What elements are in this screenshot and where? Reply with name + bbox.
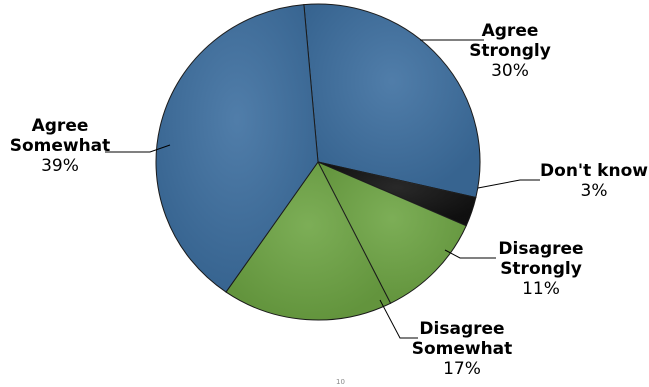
slice-label-name: Disagree	[419, 319, 504, 339]
leader-line	[105, 144, 171, 153]
slices-layer	[155, 3, 481, 321]
leader-line	[444, 249, 496, 259]
leader-line	[379, 299, 418, 339]
pie-slice-shading	[303, 3, 481, 198]
slice-label-name: Don't know	[540, 161, 648, 181]
slice-label-name: Somewhat	[412, 339, 513, 359]
pie-slice-shading	[318, 162, 467, 304]
slice-label: Agree Strongly 30%	[469, 21, 551, 81]
slice-label-percent: 30%	[491, 61, 529, 81]
pie-slice-shading	[318, 162, 476, 226]
slice-label-name: Disagree	[498, 239, 583, 259]
slice-label-percent: 3%	[581, 181, 608, 201]
slice-label-percent: 17%	[443, 359, 481, 379]
slice-label-name: Strongly	[469, 41, 551, 61]
slice-label-percent: 39%	[41, 156, 79, 176]
slice-label-name: Somewhat	[10, 136, 111, 156]
slice-label-name: Agree	[32, 116, 89, 136]
leader-line	[477, 179, 540, 189]
slice-label: Don't know 3%	[540, 161, 648, 201]
leaders-layer	[105, 39, 540, 339]
page-number-mark: 10	[336, 378, 345, 386]
slice-label-name: Agree	[482, 21, 539, 41]
slice-label-percent: 11%	[522, 279, 560, 299]
slice-label: Agree Somewhat 39%	[10, 116, 111, 176]
slice-label-name: Strongly	[500, 259, 582, 279]
slice-label: Disagree Strongly 11%	[498, 239, 583, 299]
slice-label: Disagree Somewhat 17%	[412, 319, 513, 379]
pie-slice-shading	[155, 4, 318, 293]
pie-slice-shading	[226, 162, 391, 321]
labels-layer: Agree Strongly 30%Don't know 3%Disagree Stro…	[10, 21, 649, 379]
